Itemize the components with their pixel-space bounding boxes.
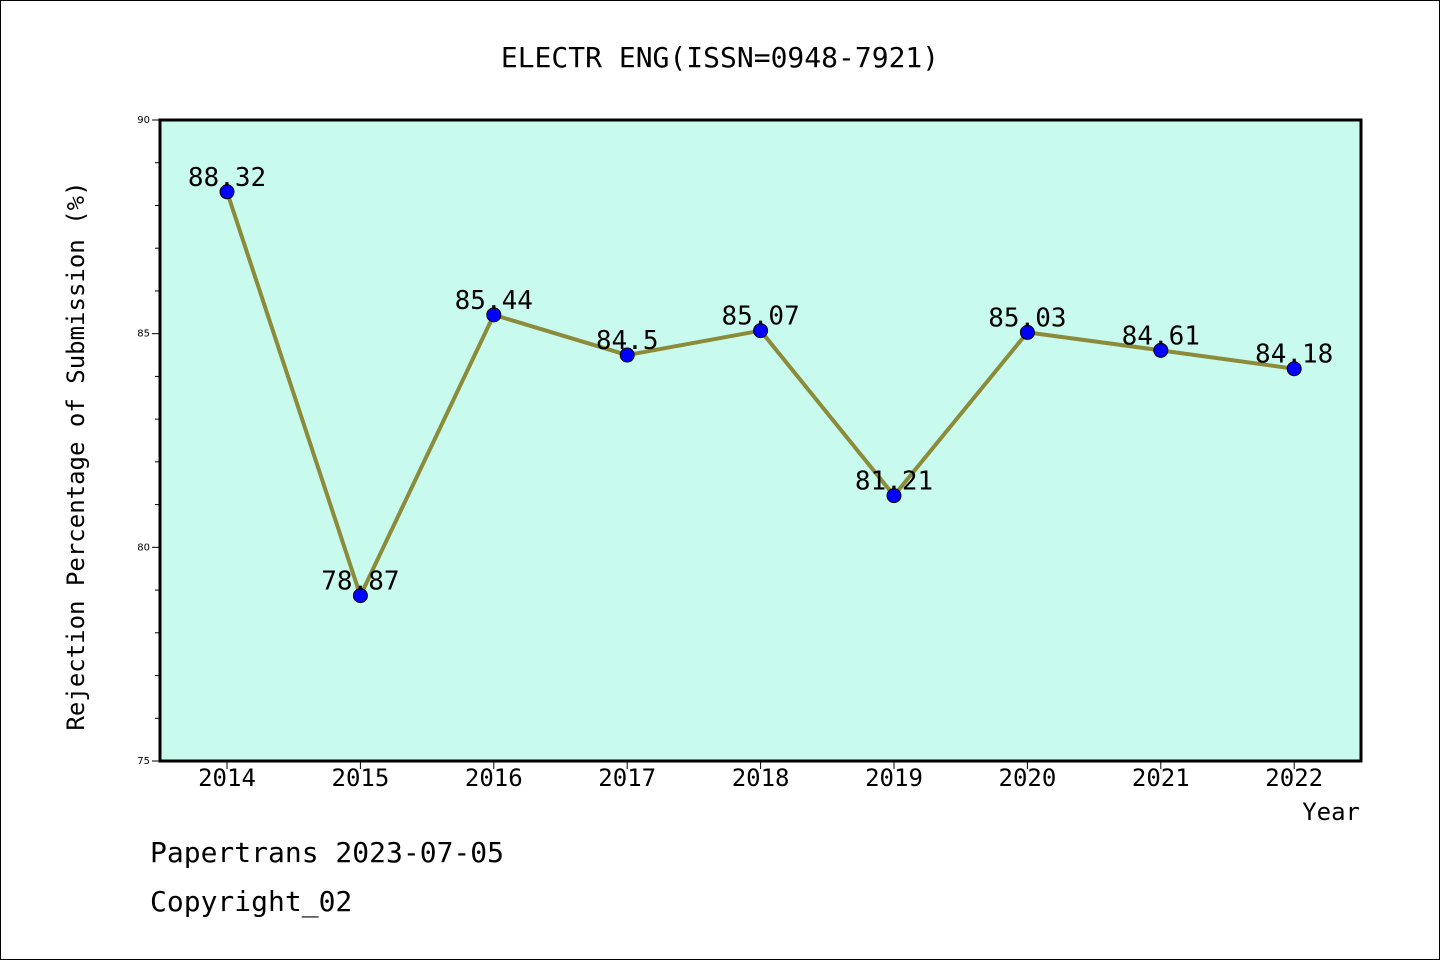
x-tick-label: 2017	[598, 764, 656, 792]
data-label: 84.5	[596, 326, 659, 356]
y-axis-ticks: 75 80 85 90	[137, 115, 160, 767]
y-tick-label: 90	[137, 115, 150, 126]
x-tick-label: 2020	[999, 764, 1057, 792]
data-point	[1153, 342, 1169, 358]
x-tick-label: 2021	[1132, 764, 1190, 792]
footer-copyright-text: Copyright_02	[150, 885, 353, 918]
data-point	[486, 307, 502, 323]
x-tick-label: 2019	[865, 764, 923, 792]
x-axis-label: Year	[1302, 798, 1360, 826]
data-markers	[219, 184, 1302, 604]
footer-date-text: Papertrans 2023-07-05	[150, 836, 505, 869]
data-label: 88.32	[188, 163, 266, 193]
data-point	[219, 184, 235, 200]
data-point	[753, 323, 769, 339]
data-point	[619, 347, 635, 363]
x-tick-label: 2022	[1265, 764, 1323, 792]
data-label: 85.07	[721, 302, 799, 332]
chart-title: ELECTR ENG(ISSN=0948-7921)	[501, 41, 939, 74]
data-point	[1286, 361, 1302, 377]
plot-area	[158, 118, 1363, 763]
data-point	[886, 488, 902, 504]
y-tick-label: 85	[137, 329, 150, 340]
data-label: 81.21	[855, 467, 933, 497]
data-label: 84.61	[1122, 321, 1200, 351]
data-label: 85.44	[455, 286, 533, 316]
data-labels: 88.32 78.87 85.44 84.5 85.07 81.21 85.03 84.61 8…	[188, 163, 1333, 597]
x-axis-ticks: 2014 2015 2016 2017 2018 2019 2020 2021 2022	[198, 761, 1323, 792]
data-label: 78.87	[321, 567, 399, 597]
y-tick-label: 80	[137, 542, 150, 553]
data-label: 85.03	[988, 303, 1066, 333]
data-point	[352, 588, 368, 604]
data-point	[1019, 324, 1035, 340]
x-tick-label: 2014	[198, 764, 256, 792]
x-tick-label: 2018	[732, 764, 790, 792]
x-tick-label: 2016	[465, 764, 523, 792]
y-tick-label: 75	[137, 756, 150, 767]
y-axis-label: Rejection Percentage of Submission (%)	[62, 181, 90, 730]
x-tick-label: 2015	[332, 764, 390, 792]
data-label: 84.18	[1255, 340, 1333, 370]
